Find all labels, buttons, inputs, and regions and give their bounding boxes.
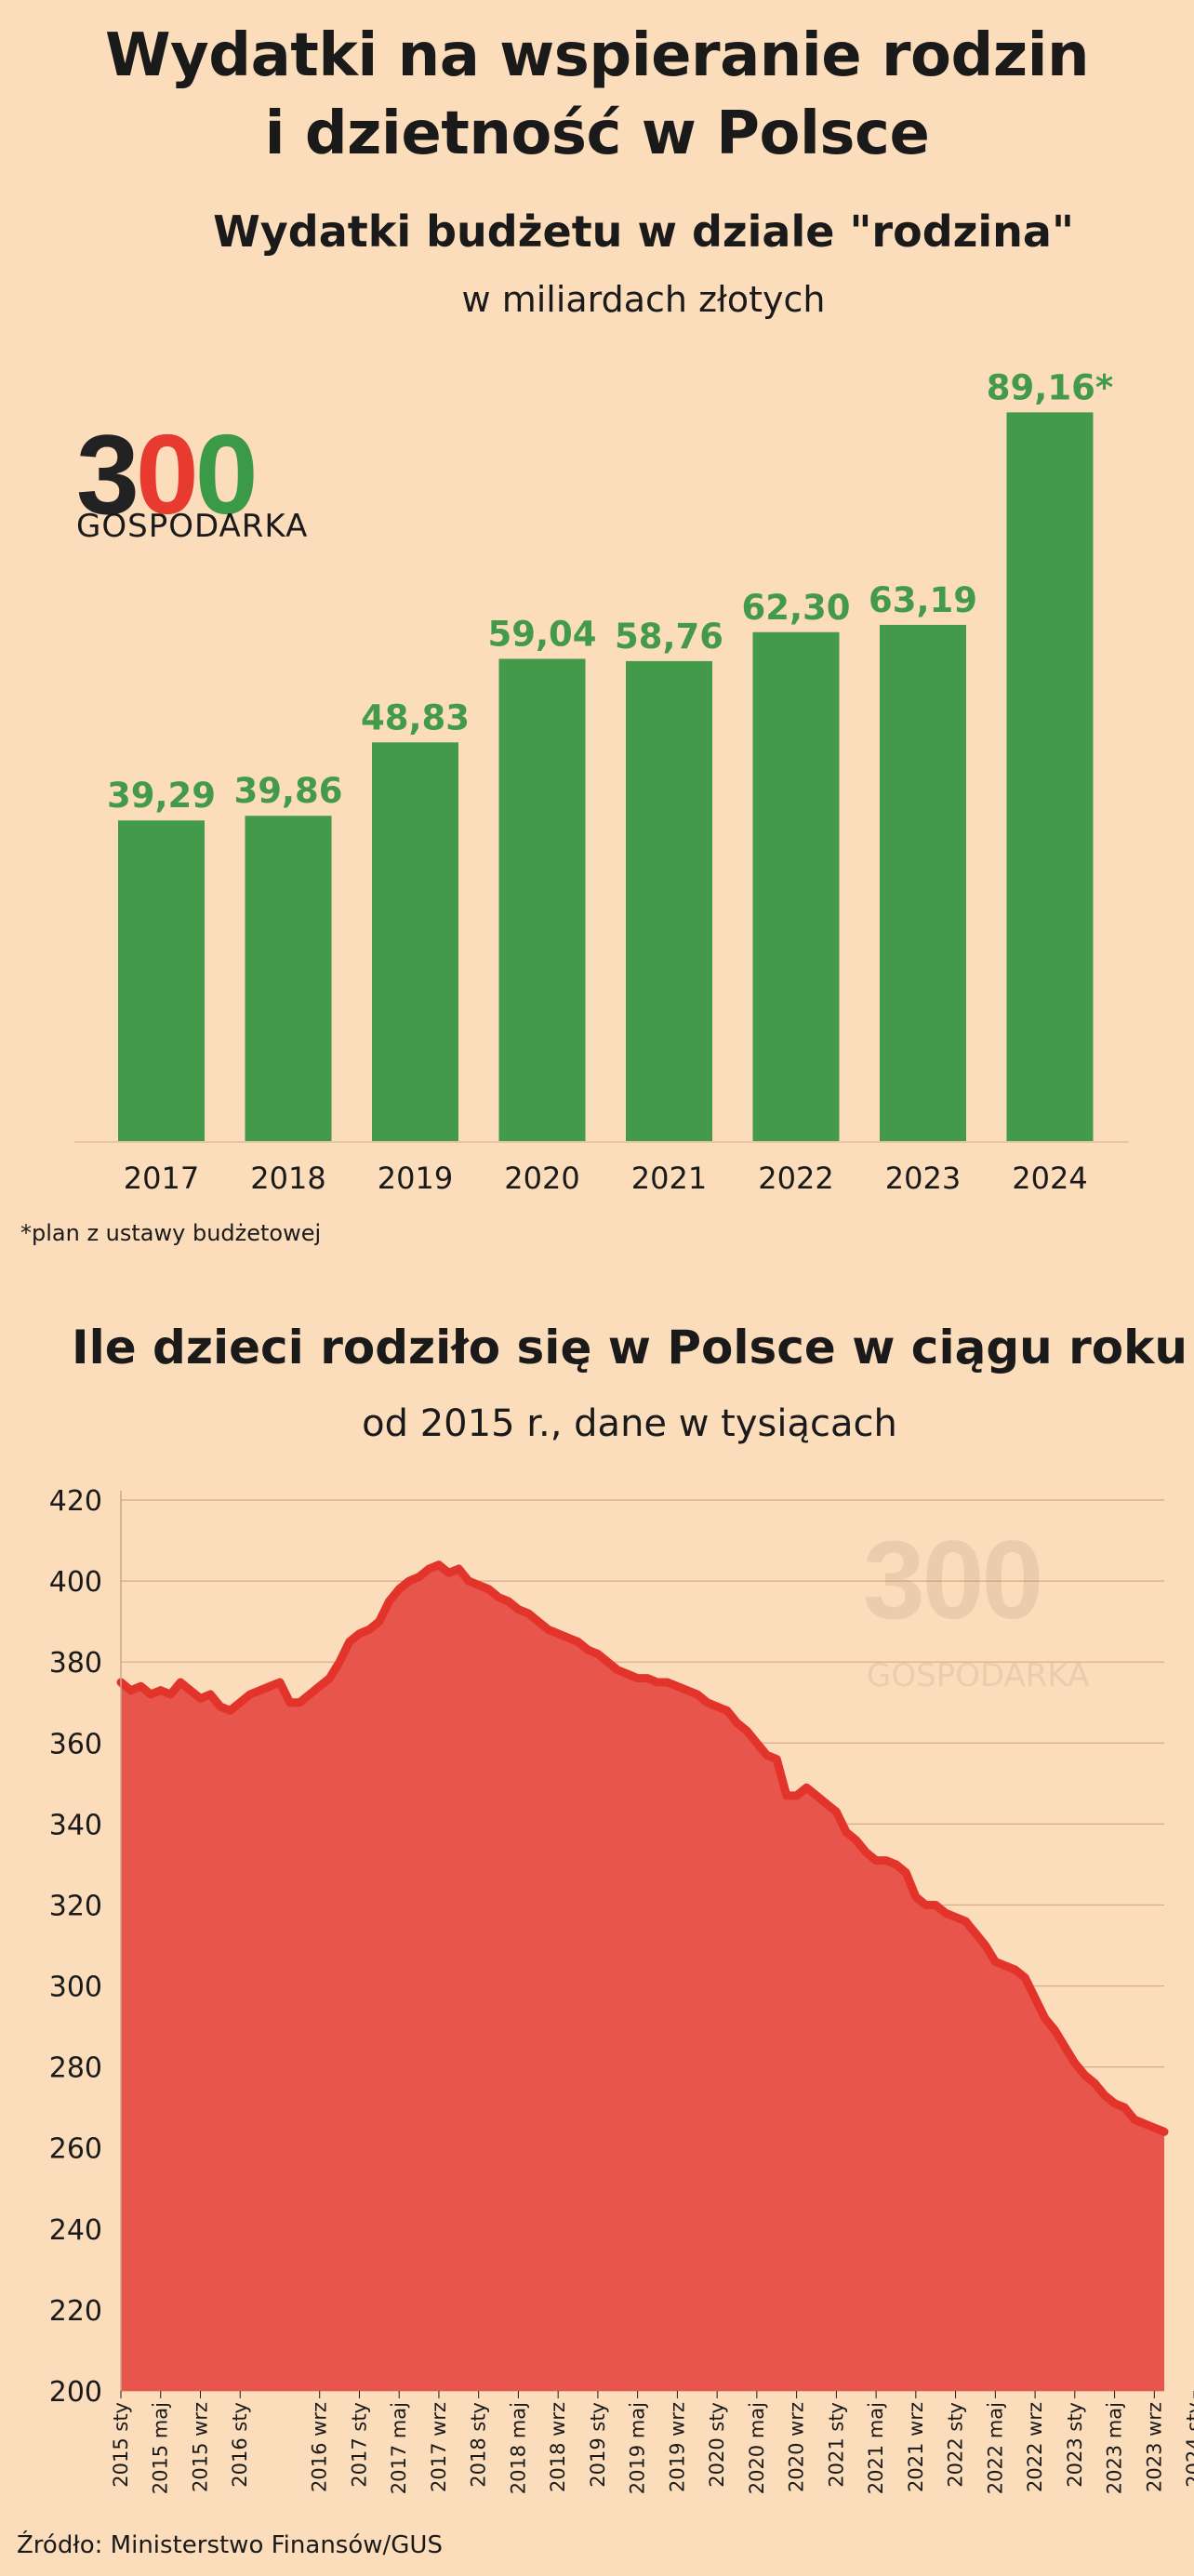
y-tick-label-420: 420 xyxy=(49,1485,102,1518)
x-tick-label-2024: 2024 xyxy=(1012,1161,1087,1196)
bar-value-label-2024: 89,16* xyxy=(987,367,1113,407)
x-tick-label: 2022 maj xyxy=(984,2402,1006,2494)
x-tick-label: 2022 sty xyxy=(945,2402,967,2488)
x-tick-label: 2023 wrz xyxy=(1143,2402,1165,2492)
bar-chart-title: Wydatki budżetu w dziale "rodzina" xyxy=(213,206,1074,257)
y-tick-label-300: 300 xyxy=(49,1972,102,2004)
x-tick-label: 2022 wrz xyxy=(1024,2402,1046,2492)
bar-2024 xyxy=(1006,412,1094,1143)
x-tick-label: 2021 maj xyxy=(865,2402,887,2494)
x-tick-label: 2020 wrz xyxy=(786,2402,808,2492)
bar-2020 xyxy=(498,658,586,1142)
x-tick-label: 2016 wrz xyxy=(309,2402,331,2492)
main-title: Wydatki na wspieranie rodzin i dzietność… xyxy=(0,17,1194,173)
x-tick-label: 2018 sty xyxy=(468,2402,490,2488)
bar-2018 xyxy=(245,816,332,1142)
logo-text: GOSPODARKA xyxy=(76,508,309,545)
bar-value-label-2018: 39,86 xyxy=(233,771,342,811)
main-title-line-1: Wydatki na wspieranie rodzin xyxy=(104,21,1090,90)
bar-value-label-2021: 58,76 xyxy=(615,617,723,657)
bar-chart: 39,29 2017 39,86 2018 48,83 2019 59,04 2020 58,7… xyxy=(74,367,1129,1196)
x-tick-label: 2019 maj xyxy=(627,2402,649,2494)
x-tick-label: 2017 maj xyxy=(388,2402,410,2494)
main-title-line-2: i dzietność w Polsce xyxy=(264,100,930,168)
x-tick-label: 2018 wrz xyxy=(547,2402,569,2492)
bar-2023 xyxy=(880,624,966,1142)
x-tick-label-2017: 2017 xyxy=(124,1161,199,1196)
logo-digit-0-red: 0 xyxy=(136,411,195,538)
x-tick-label-2022: 2022 xyxy=(758,1161,833,1196)
watermark-digits: 300 xyxy=(863,1518,1041,1642)
y-tick-label-380: 380 xyxy=(49,1647,102,1680)
y-tick-label-220: 220 xyxy=(49,2295,102,2328)
bar-value-label-2019: 48,83 xyxy=(361,697,470,737)
logo-digit-0-green: 0 xyxy=(195,411,255,538)
x-tick-label: 2020 sty xyxy=(706,2402,728,2488)
x-tick-label-2020: 2020 xyxy=(504,1161,579,1196)
x-tick-label-2021: 2021 xyxy=(631,1161,707,1196)
bar-2022 xyxy=(752,631,840,1142)
bar-chart-footnote: *plan z ustawy budżetowej xyxy=(20,1220,322,1246)
y-tick-label-400: 400 xyxy=(49,1566,102,1599)
x-tick-label: 2015 sty xyxy=(110,2402,132,2488)
bar-2021 xyxy=(626,660,712,1142)
x-tick-label: 2017 sty xyxy=(348,2402,370,2488)
bar-value-label-2022: 62,30 xyxy=(741,588,850,628)
y-tick-label-320: 320 xyxy=(49,1890,102,1922)
y-tick-label-280: 280 xyxy=(49,2052,102,2085)
line-chart-subtitle: od 2015 r., dane w tysiącach xyxy=(362,1402,897,1445)
bar-value-label-2023: 63,19 xyxy=(869,580,977,620)
x-tick-label: 2023 sty xyxy=(1064,2402,1086,2488)
y-tick-label-260: 260 xyxy=(49,2133,102,2166)
bar-value-label-2017: 39,29 xyxy=(107,776,216,816)
x-tick-label: 2023 maj xyxy=(1104,2402,1126,2494)
births-area-chart: 300 GOSPODARKA 200 220 240 260 280 300 320 340 3… xyxy=(49,1485,1194,2494)
births-line xyxy=(116,1560,1169,2136)
bar-2019 xyxy=(372,742,458,1142)
watermark-logo: 300 GOSPODARKA xyxy=(863,1518,1089,1694)
logo-digits: 300 xyxy=(76,411,255,538)
x-tick-label: 2021 wrz xyxy=(905,2402,927,2492)
bar-2017 xyxy=(118,820,205,1142)
brand-logo: 300 xyxy=(76,411,259,538)
x-tick-label: 2017 wrz xyxy=(428,2402,450,2492)
x-tick-label: 2019 wrz xyxy=(666,2402,688,2492)
y-tick-label-200: 200 xyxy=(49,2376,102,2409)
y-tick-label-360: 360 xyxy=(49,1728,102,1760)
source-note: Źródło: Ministerstwo Finansów/GUS xyxy=(17,2531,443,2559)
x-tick-label: 2020 maj xyxy=(746,2402,768,2494)
x-tick-label: 2018 maj xyxy=(507,2402,529,2494)
y-tick-label-340: 340 xyxy=(49,1809,102,1841)
x-tick-label: 2024 sty xyxy=(1183,2402,1194,2488)
births-area xyxy=(121,1564,1164,2391)
bar-value-label-2020: 59,04 xyxy=(487,614,596,654)
x-tick-label: 2021 sty xyxy=(825,2402,847,2488)
bar-chart-subtitle: w miliardach złotych xyxy=(461,279,826,320)
watermark-text: GOSPODARKA xyxy=(867,1657,1089,1694)
x-tick-label: 2015 wrz xyxy=(189,2402,211,2492)
y-tick-label-240: 240 xyxy=(49,2214,102,2247)
x-tick-label: 2019 sty xyxy=(587,2402,609,2488)
line-chart-title: Ile dzieci rodziło się w Polsce w ciągu … xyxy=(72,1321,1187,1374)
x-tick-label: 2015 maj xyxy=(150,2402,172,2494)
x-tick-label-2019: 2019 xyxy=(378,1161,453,1196)
logo-digit-3: 3 xyxy=(76,411,136,538)
x-tick-label: 2016 sty xyxy=(229,2402,251,2488)
x-tick-label-2018: 2018 xyxy=(250,1161,325,1196)
x-tick-label-2023: 2023 xyxy=(885,1161,961,1196)
